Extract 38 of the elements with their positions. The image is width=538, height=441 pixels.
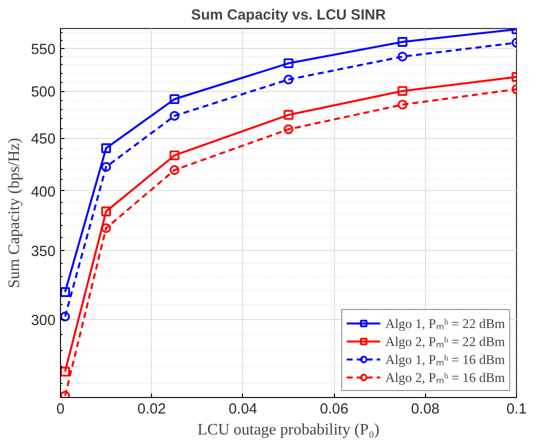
point [101,223,111,234]
y-axis-title: Sum Capacity (bps/Hz) [6,138,24,288]
y-tick-label: 550 [31,42,56,58]
point [398,52,408,62]
x-tick-label: 0.04 [228,402,258,418]
point [101,143,111,154]
x-tick-label: 0.08 [411,402,440,418]
y-tick-label: 300 [31,313,56,330]
point [284,74,294,84]
y-tick-label: 400 [31,184,56,200]
legend-label: Algo 1, Pₘʰ = 22 dBm [385,315,505,332]
x-tick-label: 0 [56,402,65,418]
point [60,366,70,377]
y-tick-label: 450 [31,132,56,148]
legend-label: Algo 1, Pₘʰ = 16 dBm [385,351,505,368]
point [60,312,70,322]
point [170,94,180,104]
point [398,86,408,96]
point [284,124,294,134]
point [398,37,408,47]
x-axis-title: LCU outage probability (P₀) [198,422,380,438]
point [170,165,180,175]
point [101,162,111,172]
point [398,100,408,110]
x-tick-label: 0.06 [320,402,348,418]
y-tick-label: 350 [31,244,56,260]
chart-title: Sum Capacity vs. LCU SINR [191,8,386,24]
legend-label: Algo 2, Pₘʰ = 16 dBm [385,369,505,386]
point [284,58,294,68]
point [284,110,294,120]
point [60,287,70,297]
x-tick-label: 0.1 [506,402,527,418]
point [170,150,180,160]
x-tick-label: 0.02 [137,402,166,418]
point [170,110,180,121]
point [101,206,111,216]
y-tick-label: 500 [31,84,56,101]
legend-label: Algo 2, Pₘʰ = 22 dBm [385,333,505,350]
